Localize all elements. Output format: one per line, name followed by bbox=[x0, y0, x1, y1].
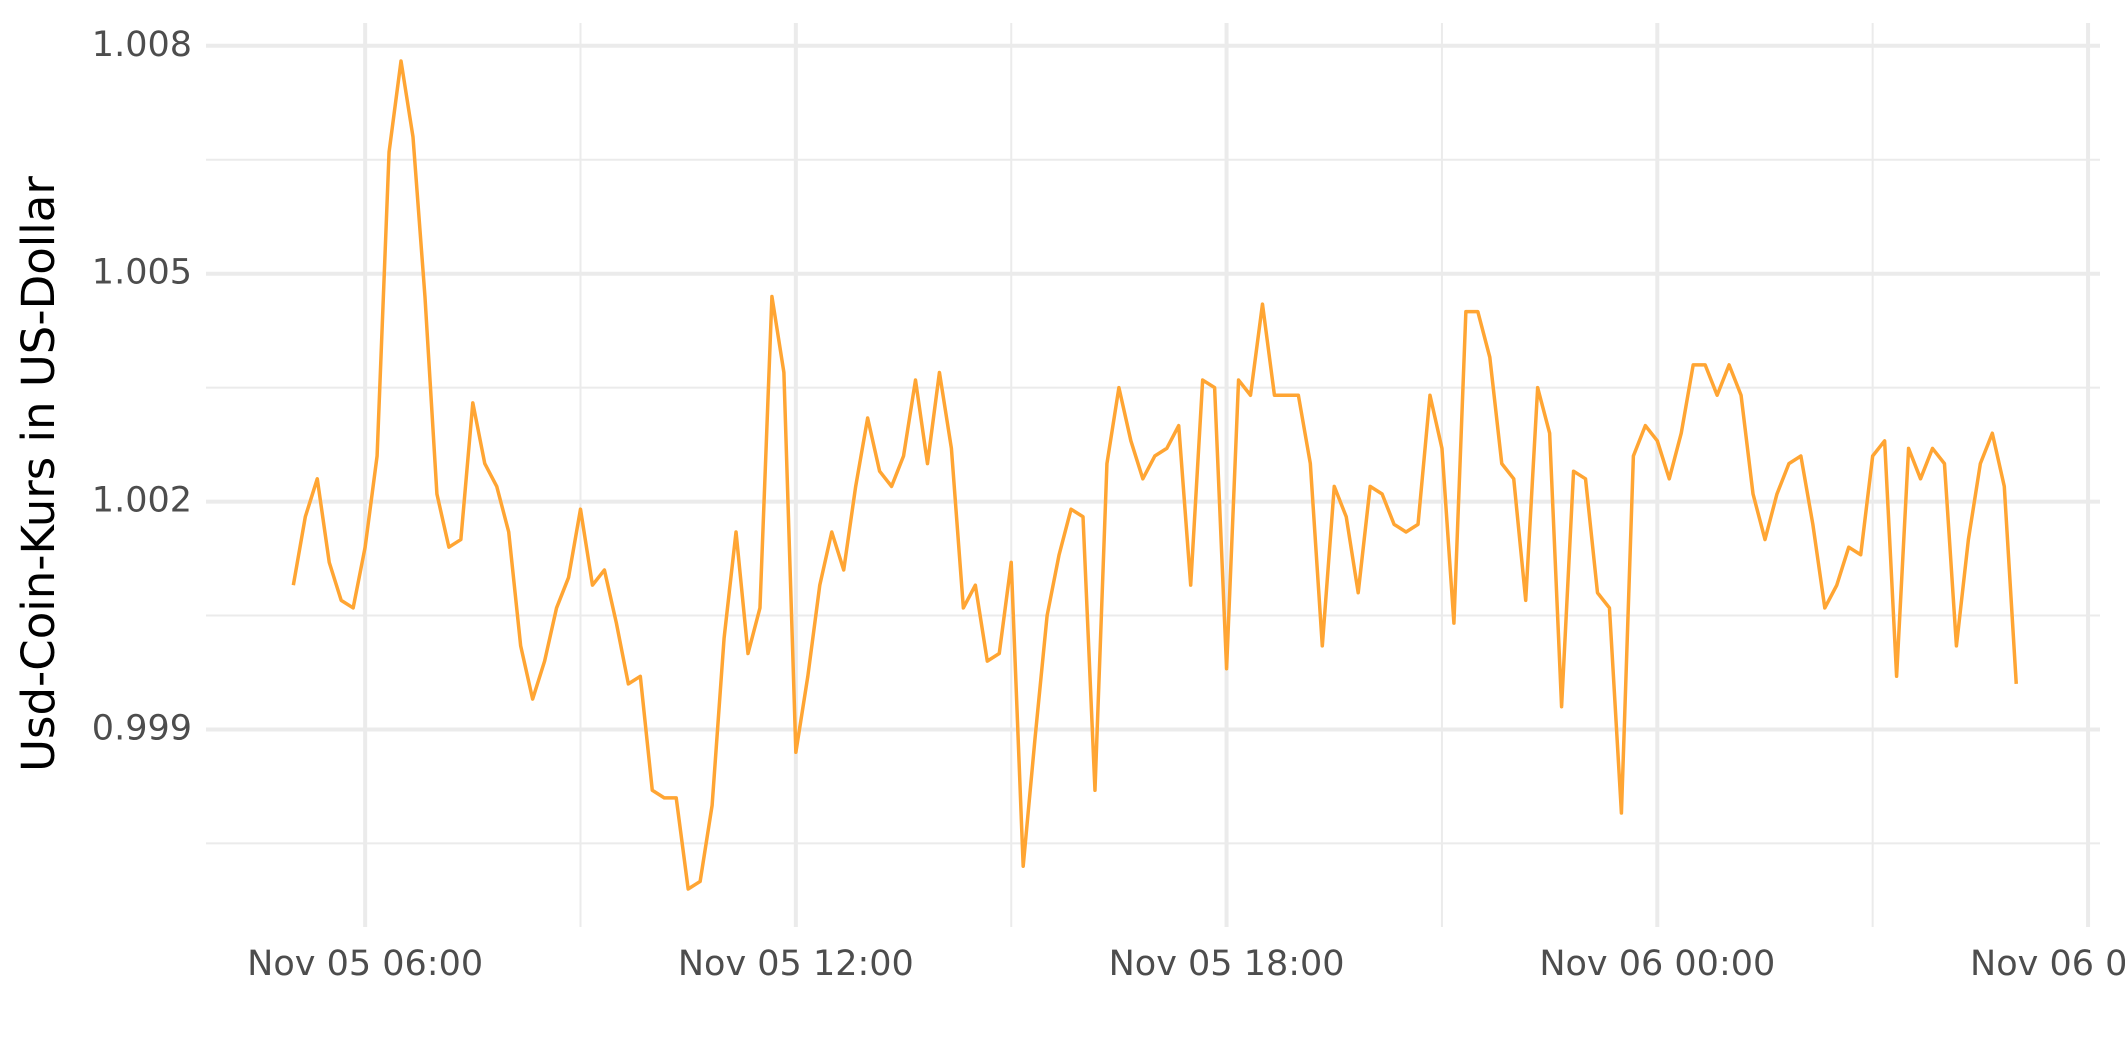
x-tick-label: Nov 06 06:00 bbox=[1970, 944, 2125, 984]
x-tick-label: Nov 05 06:00 bbox=[247, 944, 483, 984]
x-tick-label: Nov 05 12:00 bbox=[678, 944, 914, 984]
x-tick-label: Nov 06 00:00 bbox=[1539, 944, 1775, 984]
x-tick-label: Nov 05 18:00 bbox=[1109, 944, 1345, 984]
y-tick-label: 1.005 bbox=[92, 253, 192, 293]
y-axis-title: Usd-Coin-Kurs in US-Dollar bbox=[12, 176, 65, 772]
y-tick-label: 1.008 bbox=[92, 25, 192, 65]
y-tick-label: 0.999 bbox=[92, 708, 192, 748]
y-tick-label: 1.002 bbox=[92, 481, 192, 521]
price-line bbox=[291, 59, 2018, 891]
